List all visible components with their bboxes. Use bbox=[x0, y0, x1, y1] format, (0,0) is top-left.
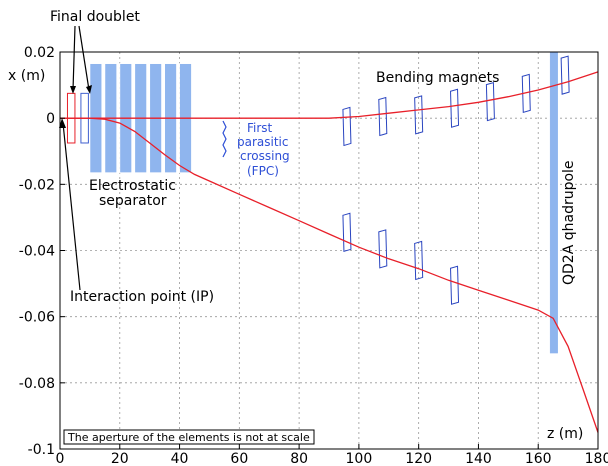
bending-magnet bbox=[343, 107, 351, 145]
tick-label-x: 140 bbox=[465, 451, 492, 466]
tick-label-x: 40 bbox=[171, 451, 189, 466]
separator-label-line1: Electrostatic bbox=[89, 178, 176, 194]
final-doublet-arrow-left bbox=[73, 26, 75, 90]
tick-label-x: 160 bbox=[525, 451, 552, 466]
tick-label-y: -0.06 bbox=[19, 310, 55, 326]
tick-label-x: 120 bbox=[405, 451, 432, 466]
fpc-label-line4: (FPC) bbox=[247, 164, 279, 178]
fpc-label-line1: First bbox=[247, 121, 273, 135]
y-axis-label: x (m) bbox=[8, 68, 45, 84]
fpc-label-line3: crossing bbox=[240, 149, 290, 163]
tick-label-y: 0 bbox=[46, 111, 55, 127]
bending-magnet bbox=[486, 83, 494, 121]
tick-label-x: 80 bbox=[290, 451, 308, 466]
final-doublet-arrow-right bbox=[79, 26, 89, 90]
tick-label-y: -0.08 bbox=[19, 376, 55, 392]
quadrupole-label: QD2A qhadrupole bbox=[561, 160, 577, 285]
bending-magnet bbox=[343, 213, 351, 251]
tick-label-x: 180 bbox=[585, 451, 608, 466]
bending-magnet bbox=[379, 230, 387, 268]
tick-label-y: -0.04 bbox=[19, 244, 55, 260]
final-doublet-label: Final doublet bbox=[50, 9, 140, 25]
x-axis-label: z (m) bbox=[547, 426, 583, 442]
tick-label-y: 0.02 bbox=[24, 45, 55, 61]
fpc-marker bbox=[223, 121, 226, 157]
bending-magnet bbox=[561, 56, 569, 94]
scale-note: The aperture of the elements is not at s… bbox=[67, 431, 310, 444]
quadrupole-magnet bbox=[550, 52, 557, 353]
ip-arrow bbox=[63, 123, 80, 290]
tick-label-y: -0.1 bbox=[28, 442, 55, 458]
separator-label-line2: separator bbox=[99, 193, 167, 209]
fpc-label-line2: parasitic bbox=[237, 135, 288, 149]
tick-label-y: -0.02 bbox=[19, 177, 55, 193]
bending-magnet bbox=[451, 89, 459, 127]
tick-label-x: 20 bbox=[111, 451, 129, 466]
tick-label-x: 60 bbox=[230, 451, 248, 466]
bending-magnet bbox=[379, 98, 387, 136]
final-doublet-arrowhead-left bbox=[70, 86, 76, 94]
bending-magnets-label: Bending magnets bbox=[376, 70, 499, 86]
tick-label-x: 100 bbox=[346, 451, 373, 466]
tick-label-x: 0 bbox=[56, 451, 65, 466]
ip-label: Interaction point (IP) bbox=[70, 289, 214, 305]
bending-magnet bbox=[451, 266, 459, 304]
